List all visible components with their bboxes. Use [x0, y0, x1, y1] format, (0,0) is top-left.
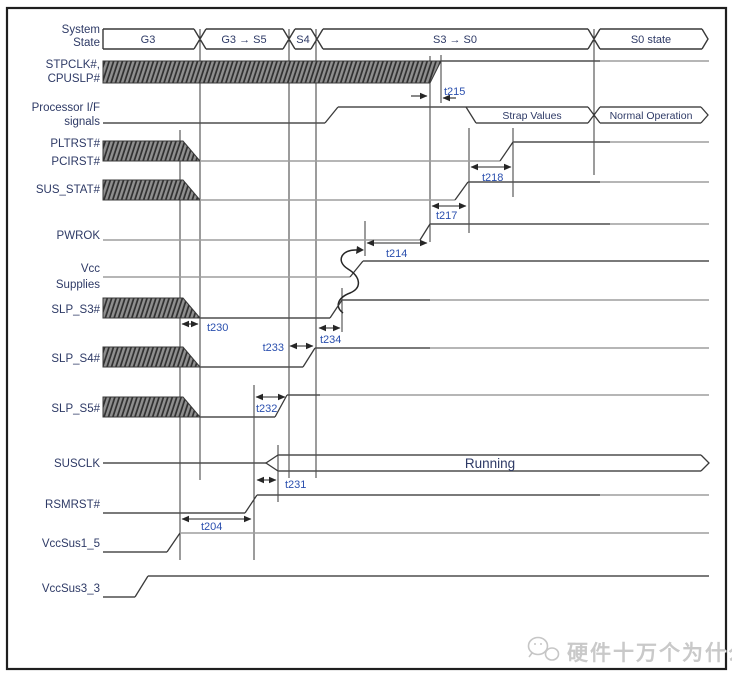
- state-segment-g3-s5: G3 → S5: [221, 34, 266, 46]
- undefined-region-hatch: [102, 297, 202, 319]
- signal-label-susclk: SUSCLK: [54, 458, 100, 470]
- state-segment-s3-s0: S3 → S0: [433, 34, 477, 46]
- signal-label-slp-s5: SLP_S5#: [51, 403, 100, 415]
- row-pwrok: PWROK: [57, 223, 709, 242]
- row-stpclk-cpuslp: STPCLK#, CPUSLP#: [46, 59, 709, 85]
- row-susclk: SUSCLK Running: [54, 454, 710, 472]
- row-vccsus3-3: VccSus3_3: [42, 575, 709, 598]
- signal-label-vcc-line2: Supplies: [56, 279, 100, 291]
- row-rsmrst: RSMRST#: [45, 494, 709, 514]
- system-state-label-line1: System: [62, 24, 100, 36]
- signal-label-vcc-line1: Vcc: [81, 263, 100, 275]
- undefined-region-hatch: [102, 60, 442, 84]
- row-sus-stat: SUS_STAT#: [36, 179, 709, 201]
- signal-label-slp-s3: SLP_S3#: [51, 304, 100, 316]
- row-vcc-supplies: Vcc Supplies: [56, 246, 709, 314]
- timing-label-t217: t217: [436, 210, 457, 222]
- row-system-state: System State G3 G3 → S5 S4 S3 → S0 S0 st…: [62, 24, 709, 50]
- watermark-text: 硬件十万个为什么: [567, 642, 732, 665]
- signal-label-pcirst: PCIRST#: [51, 156, 100, 168]
- reference-gridlines: [179, 29, 595, 560]
- signal-label-stpclk: STPCLK#,: [46, 59, 100, 71]
- signal-label-procif-line2: signals: [64, 116, 100, 128]
- signal-label-sus-stat: SUS_STAT#: [36, 184, 101, 196]
- bus-value-strap-values: Strap Values: [502, 110, 561, 122]
- ramp-squiggle-icon: [337, 249, 360, 314]
- signal-label-slp-s4: SLP_S4#: [51, 353, 100, 365]
- state-bus-outline: [102, 28, 709, 50]
- row-pltrst-pcirst: PLTRST# PCIRST#: [50, 138, 709, 168]
- bus-value-normal-operation: Normal Operation: [610, 110, 693, 122]
- undefined-region-hatch: [102, 346, 202, 368]
- row-slp-s3: SLP_S3#: [51, 297, 709, 319]
- undefined-region-hatch: [102, 396, 202, 418]
- signal-label-rsmrst: RSMRST#: [45, 499, 101, 511]
- state-segment-s0: S0 state: [631, 34, 671, 46]
- state-segment-s4: S4: [296, 34, 309, 46]
- watermark-text-highlight: 硬件十万个为什么: [568, 643, 732, 666]
- undefined-region-hatch: [102, 179, 202, 201]
- wechat-icon: [527, 636, 560, 661]
- timing-label-t230: t230: [207, 322, 228, 334]
- signal-label-pwrok: PWROK: [57, 230, 101, 242]
- signal-label-cpuslp: CPUSLP#: [48, 73, 101, 85]
- signal-label-vccsus1-5: VccSus1_5: [42, 538, 100, 550]
- diagram-frame: [5, 6, 728, 671]
- row-slp-s5: SLP_S5#: [51, 394, 709, 418]
- bus-value-running: Running: [465, 456, 515, 471]
- timing-label-t218: t218: [482, 172, 503, 184]
- timing-label-t233: t233: [263, 342, 284, 354]
- system-state-label-line2: State: [73, 37, 100, 49]
- signal-label-procif-line1: Processor I/F: [32, 102, 100, 114]
- row-vccsus1-5: VccSus1_5: [42, 532, 709, 553]
- row-processor-if: Processor I/F signals Strap Values Norma…: [32, 102, 709, 128]
- timing-label-t234: t234: [320, 334, 341, 346]
- timing-label-t204: t204: [201, 521, 222, 533]
- timing-label-t215: t215: [444, 86, 465, 98]
- timing-measures: t215 t218 t217 t214 t230 t233 t234 t232 …: [181, 86, 512, 533]
- timing-label-t232: t232: [256, 403, 277, 415]
- signal-label-pltrst: PLTRST#: [50, 138, 100, 150]
- ramp-squiggle-arrowhead: [356, 246, 364, 254]
- timing-label-t214: t214: [386, 248, 407, 260]
- watermark: 硬件十万个为什么 硬件十万个为什么: [527, 636, 732, 666]
- signal-label-vccsus3-3: VccSus3_3: [42, 583, 100, 595]
- row-slp-s4: SLP_S4#: [51, 346, 709, 368]
- undefined-region-hatch: [102, 140, 202, 162]
- timing-label-t231: t231: [285, 479, 306, 491]
- state-segment-g3: G3: [141, 34, 156, 46]
